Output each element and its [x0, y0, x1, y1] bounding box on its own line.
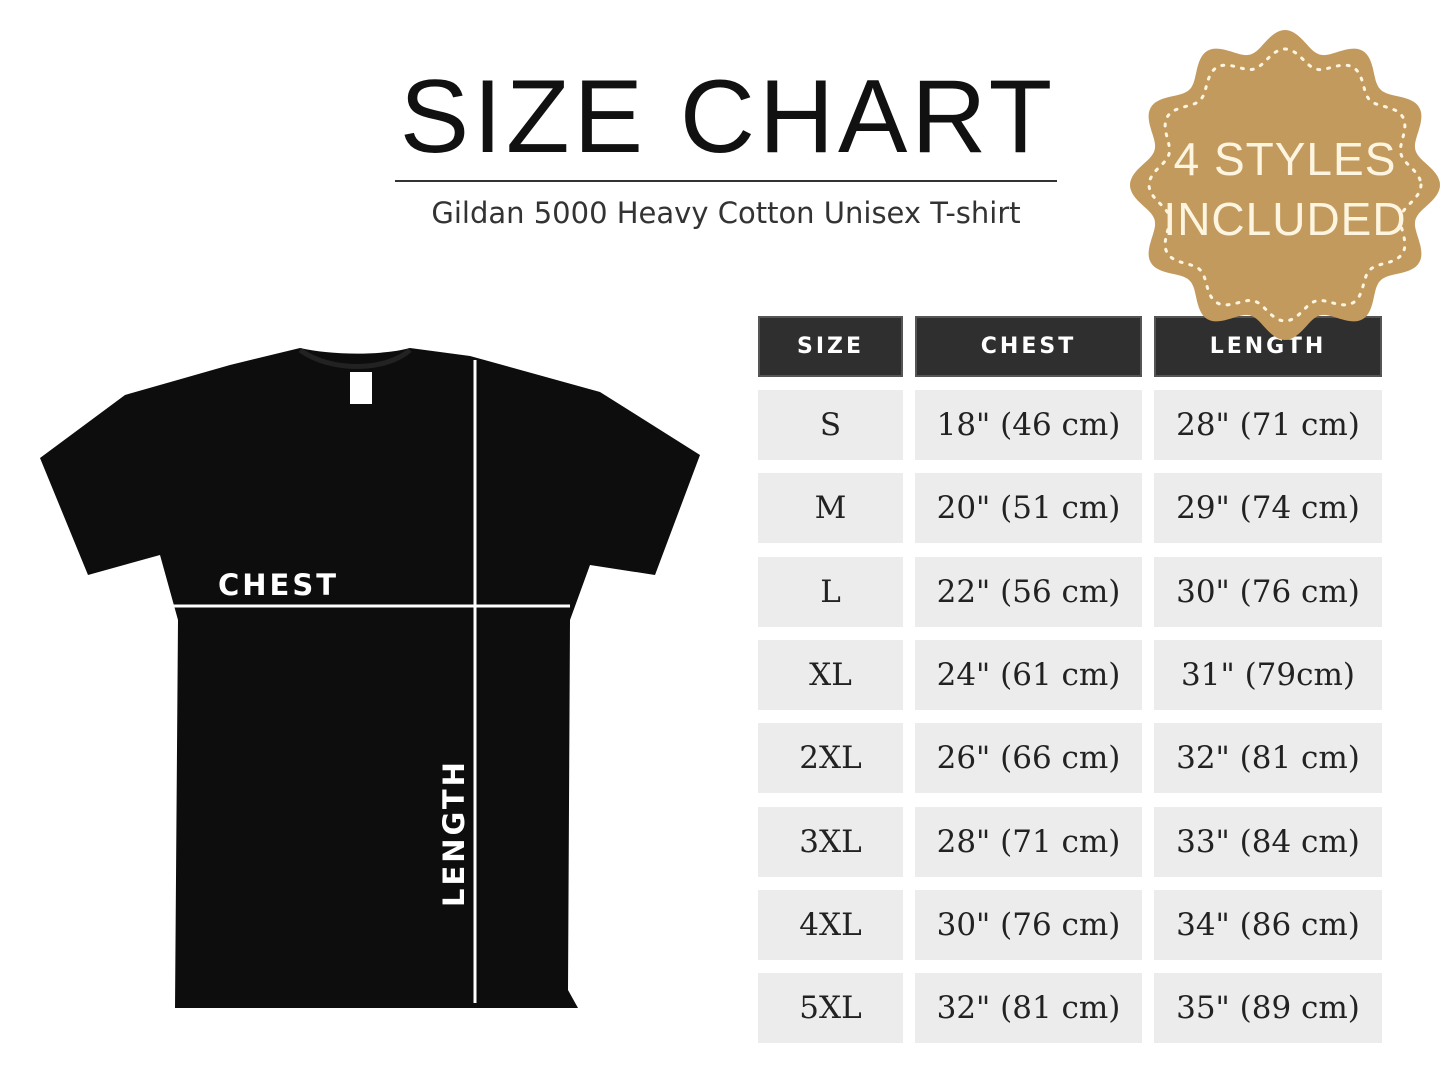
cell-length: 34" (86 cm) — [1154, 889, 1382, 960]
cell-length: 32" (81 cm) — [1154, 723, 1382, 794]
cell-length: 33" (84 cm) — [1154, 806, 1382, 877]
tshirt-shape — [40, 348, 700, 1008]
cell-chest: 22" (56 cm) — [915, 556, 1142, 627]
cell-size: L — [758, 556, 903, 627]
cell-size: XL — [758, 639, 903, 710]
tshirt-diagram — [40, 347, 700, 1008]
badge-seal-dotted-border — [1147, 47, 1423, 323]
cell-length: 31" (79cm) — [1154, 639, 1382, 710]
header-size: SIZE — [758, 316, 903, 377]
badge-text-line1: 4 STYLES — [1173, 133, 1397, 185]
title-divider — [395, 180, 1057, 182]
page-title: SIZE CHART — [399, 59, 1057, 175]
cell-size: 3XL — [758, 806, 903, 877]
cell-length: 35" (89 cm) — [1154, 973, 1382, 1044]
cell-chest: 24" (61 cm) — [915, 639, 1142, 710]
header-chest: CHEST — [915, 316, 1142, 377]
cell-size: 4XL — [758, 889, 903, 960]
cell-chest: 20" (51 cm) — [915, 473, 1142, 544]
subtitle: Gildan 5000 Heavy Cotton Unisex T-shirt — [431, 196, 1021, 230]
chest-label: CHEST — [218, 568, 340, 602]
cell-size: 2XL — [758, 723, 903, 794]
cell-length: 28" (71 cm) — [1154, 390, 1382, 460]
badge-text-line2: INCLUDED — [1163, 193, 1407, 245]
tshirt-collar — [298, 347, 412, 369]
cell-chest: 26" (66 cm) — [915, 723, 1142, 794]
badge-seal-icon — [1130, 30, 1440, 340]
header-length: LENGTH — [1154, 316, 1382, 377]
cell-chest: 18" (46 cm) — [915, 390, 1142, 460]
cell-size: S — [758, 390, 903, 460]
tshirt-tag — [350, 372, 372, 404]
cell-length: 29" (74 cm) — [1154, 473, 1382, 544]
cell-size: M — [758, 473, 903, 544]
cell-size: 5XL — [758, 973, 903, 1044]
badge-seal-shape — [1130, 30, 1440, 340]
cell-length: 30" (76 cm) — [1154, 556, 1382, 627]
cell-chest: 28" (71 cm) — [915, 806, 1142, 877]
cell-chest: 30" (76 cm) — [915, 889, 1142, 960]
length-label: LENGTH — [437, 759, 471, 907]
cell-chest: 32" (81 cm) — [915, 973, 1142, 1044]
